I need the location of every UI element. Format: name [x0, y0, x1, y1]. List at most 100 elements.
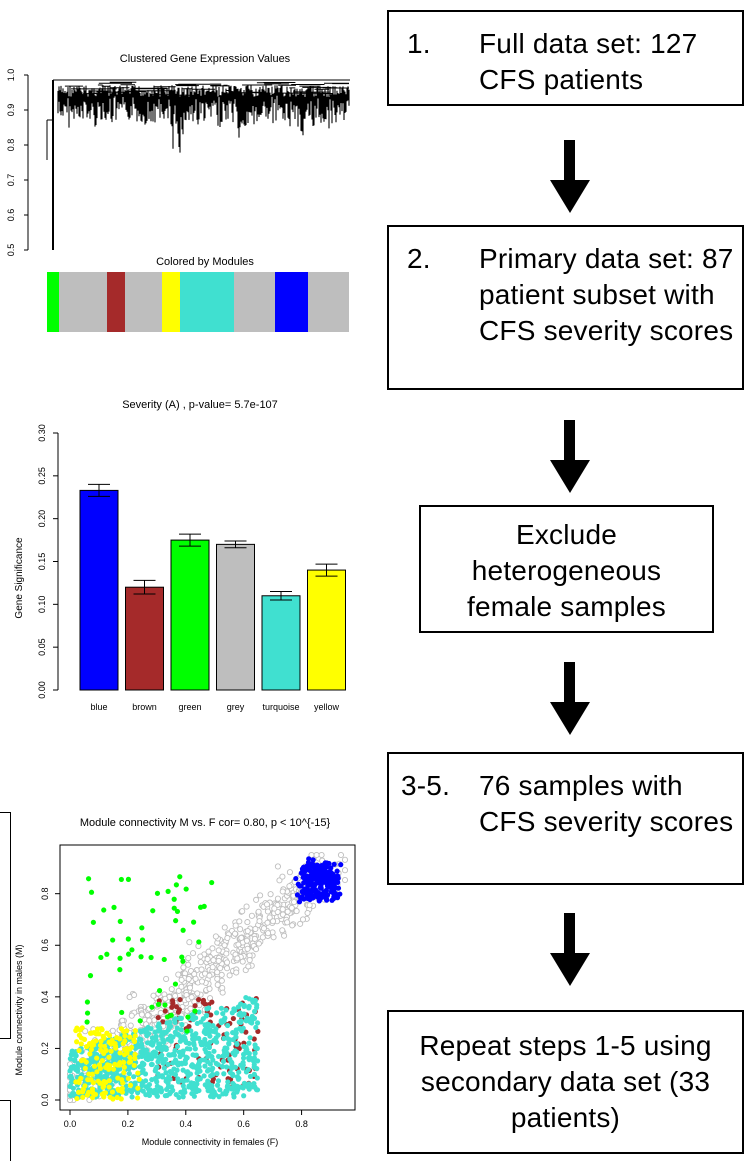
scatter-point	[171, 896, 177, 902]
scatter-point	[125, 1075, 132, 1082]
scatter-point	[259, 934, 266, 941]
scatter-point	[121, 1064, 127, 1070]
scatter-point	[171, 1066, 177, 1072]
scatter-point	[188, 1028, 194, 1034]
scatter-point	[88, 1030, 95, 1036]
scatter-axes: 0.0 0.2 0.4 0.6 0.8 0.0 0.2 0.4 0.6 0.8	[40, 844, 356, 1129]
scatter-point	[98, 1025, 105, 1032]
scatter-point	[82, 1028, 89, 1035]
scatter-point	[175, 1060, 182, 1066]
scatter-point	[294, 892, 301, 898]
scatter-point	[168, 986, 175, 993]
scatter-point	[162, 1008, 168, 1014]
scatter-point	[165, 888, 171, 894]
scatter-point	[284, 919, 291, 926]
scatter-point	[185, 961, 192, 968]
scatter-point	[233, 969, 240, 976]
scatter-point	[71, 1057, 78, 1064]
scatter-point	[215, 1053, 222, 1060]
scatter-point	[120, 1080, 126, 1086]
scatter-point	[185, 975, 192, 983]
scatter-point	[138, 1037, 144, 1043]
scatter-point	[180, 958, 186, 964]
scatter-point	[223, 950, 230, 957]
bar-turquoise	[261, 595, 301, 691]
scatter-point	[162, 1002, 168, 1008]
dendrogram-tree	[46, 79, 350, 250]
scatter-point	[319, 865, 325, 871]
scatter-point	[161, 1065, 167, 1071]
dendrogram-tick-label: 0.7	[6, 174, 16, 187]
scatter-y-tick-label: 0.0	[40, 1094, 50, 1107]
bar-blue	[79, 489, 119, 691]
scatter-point	[109, 1027, 116, 1034]
scatter-point	[218, 971, 225, 978]
scatter-point	[89, 1086, 96, 1092]
scatter-point	[156, 988, 163, 994]
scatter-point	[131, 1074, 137, 1080]
scatter-point	[224, 1031, 230, 1037]
scatter-point	[254, 1002, 260, 1008]
scatter-point	[128, 1044, 135, 1050]
scatter-point	[237, 926, 244, 933]
scatter-point	[234, 1040, 240, 1047]
scatter-point	[209, 964, 216, 971]
step-1-number: 1.	[407, 28, 431, 59]
scatter-point	[196, 1059, 202, 1065]
scatter-point	[121, 1052, 128, 1058]
scatter-point	[202, 1023, 209, 1029]
scatter-point	[68, 1073, 74, 1079]
scatter-point	[293, 875, 299, 882]
scatter-point	[119, 1086, 125, 1092]
scatter-point	[215, 1032, 221, 1038]
scatter-point	[198, 978, 206, 985]
flow-repeat: Repeat steps 1-5 using secondary data se…	[387, 1010, 744, 1154]
scatter-point	[85, 876, 92, 882]
scatter-point	[101, 1073, 107, 1080]
scatter-point	[175, 1079, 182, 1085]
scatter-point	[164, 1014, 171, 1020]
scatter-point	[154, 1093, 161, 1099]
scatter-point	[141, 1061, 147, 1067]
scatter-point	[169, 1004, 175, 1010]
scatter-ylabel: Module connectivity in males (M)	[14, 944, 24, 1075]
flow-step-3: 3-5. 76 samples with CFS severity scores	[387, 752, 744, 885]
scatter-point	[225, 1022, 231, 1029]
scatter-point	[206, 985, 213, 992]
scatter-point	[95, 1078, 101, 1084]
scatter-point	[157, 1085, 163, 1091]
scatter-point	[209, 945, 216, 952]
scatter-point	[172, 992, 179, 999]
scatter-point	[219, 1063, 226, 1070]
scatter-point	[210, 957, 217, 964]
scatter-point	[94, 1055, 100, 1061]
scatter-point	[67, 1056, 73, 1062]
scatter-point	[128, 1089, 135, 1095]
scatter-point	[225, 1035, 231, 1042]
scatter-point	[93, 1038, 99, 1044]
dendrogram-leaves	[57, 85, 350, 153]
scatter-point	[179, 1021, 185, 1028]
scatter-point	[101, 907, 107, 913]
scatter-point	[87, 1051, 93, 1057]
bar-category-label: blue	[90, 702, 107, 712]
scatter-point	[139, 937, 146, 943]
scatter-point	[156, 1028, 163, 1034]
scatter-point	[127, 1054, 133, 1061]
scatter-point	[167, 1069, 173, 1075]
scatter-point	[231, 1094, 237, 1100]
scatter-point	[90, 1080, 96, 1086]
scatter-point	[254, 1058, 261, 1064]
scatter-point	[252, 1050, 258, 1056]
scatter-point	[214, 1010, 220, 1016]
scatter-point	[303, 867, 309, 874]
dendrogram-tick-label: 0.6	[6, 209, 16, 222]
scatter-point	[164, 1086, 170, 1093]
scatter-point	[255, 940, 262, 947]
scatter-point	[254, 1075, 260, 1081]
scatter-point	[131, 1037, 137, 1043]
scatter-point	[117, 1036, 123, 1042]
scatter-point	[194, 1076, 200, 1083]
scatter-point	[120, 1040, 126, 1047]
scatter-point	[101, 1078, 107, 1085]
